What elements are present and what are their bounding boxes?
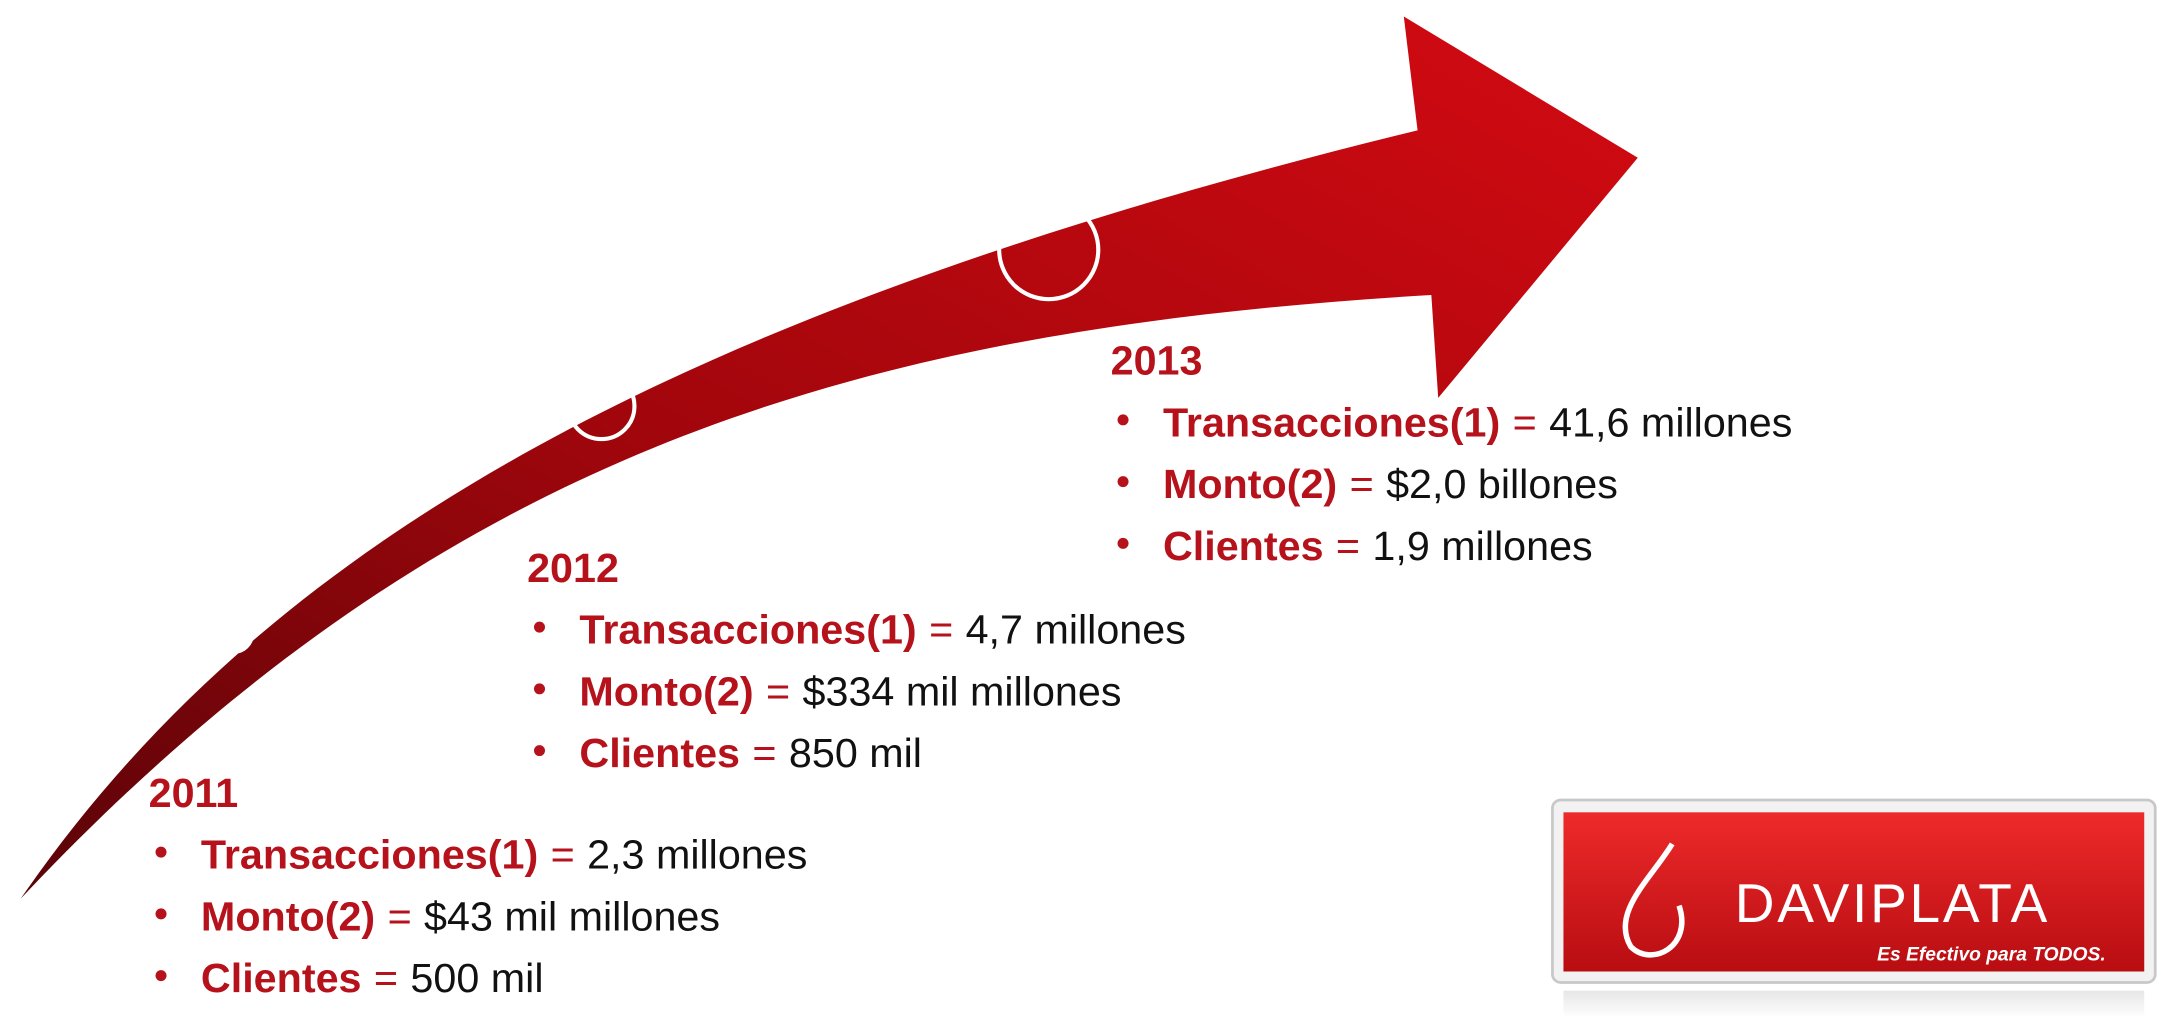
item-label: Transacciones(1) bbox=[579, 607, 916, 653]
item-value: 850 mil bbox=[789, 730, 922, 776]
item-value: $2,0 billones bbox=[1386, 461, 1618, 507]
year: 2013 bbox=[1111, 338, 1203, 384]
bullet bbox=[533, 621, 546, 633]
logo-name: DAVIPLATA bbox=[1735, 872, 2050, 934]
bullet bbox=[533, 683, 546, 695]
item-label: Transacciones(1) bbox=[1163, 399, 1500, 445]
item-label: Clientes bbox=[1163, 523, 1324, 569]
separator: = bbox=[551, 832, 575, 878]
separator: = bbox=[374, 955, 398, 1001]
item: Monto(2) = $334 mil millones bbox=[579, 668, 1121, 714]
growth-arrow bbox=[20, 16, 1638, 899]
item-value: 41,6 millones bbox=[1549, 399, 1792, 445]
item-label: Monto(2) bbox=[201, 893, 375, 939]
year: 2011 bbox=[149, 770, 239, 816]
item: Clientes = 850 mil bbox=[579, 730, 922, 776]
logo-tagline: Es Efectivo para TODOS. bbox=[1877, 945, 2106, 966]
item-value: 4,7 millones bbox=[966, 607, 1186, 653]
bullet bbox=[155, 970, 167, 982]
bullet bbox=[1117, 414, 1129, 426]
year: 2012 bbox=[527, 545, 619, 591]
separator: = bbox=[1336, 523, 1360, 569]
item-value: $334 mil millones bbox=[803, 668, 1122, 714]
item: Transacciones(1) = 2,3 millones bbox=[201, 832, 807, 878]
item-value: 500 mil bbox=[410, 955, 543, 1001]
item-value: $43 mil millones bbox=[424, 893, 720, 939]
separator: = bbox=[766, 668, 790, 714]
item: Clientes = 500 mil bbox=[201, 955, 544, 1001]
separator: = bbox=[929, 607, 953, 653]
item: Transacciones(1) = 4,7 millones bbox=[579, 607, 1185, 653]
item-label: Monto(2) bbox=[1163, 461, 1337, 507]
bullet bbox=[1117, 537, 1129, 549]
item-value: 1,9 millones bbox=[1372, 523, 1592, 569]
item-value: 2,3 millones bbox=[587, 832, 807, 878]
separator: = bbox=[752, 730, 776, 776]
bullet bbox=[155, 908, 167, 920]
item-label: Transacciones(1) bbox=[201, 832, 538, 878]
bullet bbox=[533, 745, 546, 757]
separator: = bbox=[1350, 461, 1374, 507]
timeline: 2011 Transacciones(1) = 2,3 millones Monto(2… bbox=[149, 338, 1793, 1001]
milestone-2011 bbox=[214, 614, 254, 654]
logo-reflection bbox=[1563, 990, 2145, 1019]
item: Transacciones(1) = 41,6 millones bbox=[1163, 399, 1792, 445]
bullet bbox=[1117, 476, 1129, 488]
logo: DAVIPLATA Es Efectivo para TODOS. bbox=[1551, 798, 2157, 1019]
item-label: Clientes bbox=[579, 730, 740, 776]
item-label: Monto(2) bbox=[579, 668, 753, 714]
item: Clientes = 1,9 millones bbox=[1163, 523, 1593, 569]
milestone-2013 bbox=[997, 198, 1101, 302]
bullet bbox=[155, 846, 167, 858]
separator: = bbox=[388, 893, 412, 939]
item: Monto(2) = $2,0 billones bbox=[1163, 461, 1618, 507]
item-label: Clientes bbox=[201, 955, 362, 1001]
item: Monto(2) = $43 mil millones bbox=[201, 893, 720, 939]
milestone-2012 bbox=[566, 371, 637, 442]
separator: = bbox=[1513, 399, 1537, 445]
